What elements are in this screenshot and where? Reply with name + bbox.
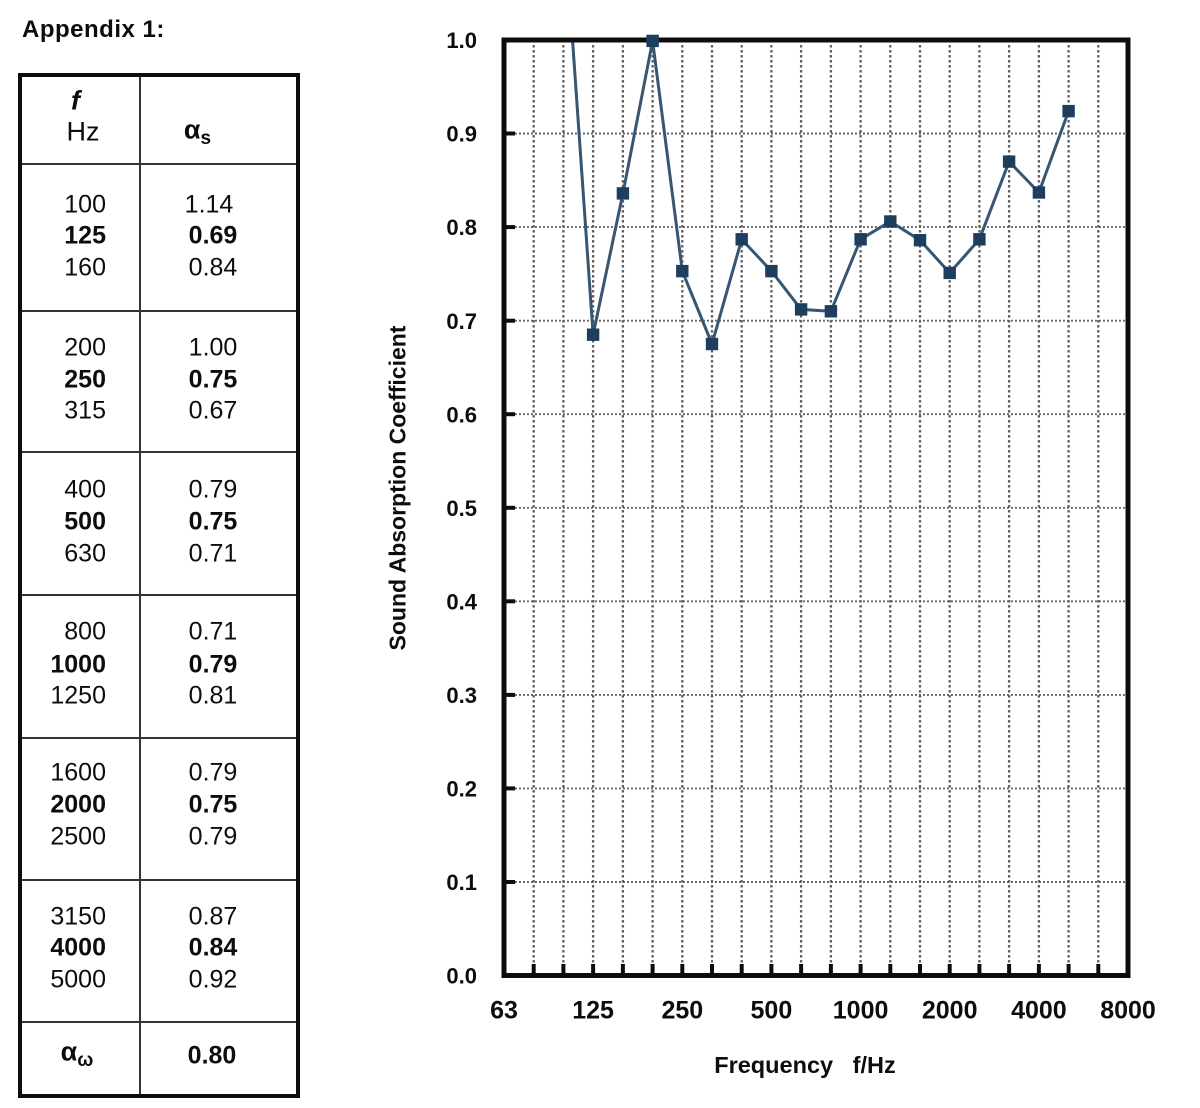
- svg-text:0.0: 0.0: [446, 964, 477, 989]
- svg-text:1000: 1000: [833, 997, 889, 1025]
- svg-text:500: 500: [751, 997, 793, 1025]
- svg-text:0.3: 0.3: [446, 683, 477, 708]
- svg-text:8000: 8000: [1100, 997, 1156, 1025]
- svg-text:0.1: 0.1: [446, 870, 477, 895]
- svg-text:2000: 2000: [922, 997, 978, 1025]
- svg-text:Sound Absorption Coefficient: Sound Absorption Coefficient: [385, 325, 411, 650]
- svg-text:0.7: 0.7: [446, 309, 477, 334]
- svg-text:250: 250: [661, 997, 703, 1025]
- svg-text:Frequency f/Hz: Frequency f/Hz: [714, 1052, 896, 1078]
- svg-text:125: 125: [572, 997, 614, 1025]
- svg-text:0.8: 0.8: [446, 215, 477, 240]
- svg-text:63: 63: [490, 997, 518, 1025]
- svg-text:1.0: 1.0: [446, 28, 477, 53]
- svg-text:0.2: 0.2: [446, 777, 477, 802]
- svg-text:0.5: 0.5: [446, 496, 477, 521]
- svg-text:0.6: 0.6: [446, 402, 477, 427]
- svg-text:0.4: 0.4: [446, 589, 477, 614]
- svg-text:0.9: 0.9: [446, 122, 477, 147]
- svg-text:4000: 4000: [1011, 997, 1067, 1025]
